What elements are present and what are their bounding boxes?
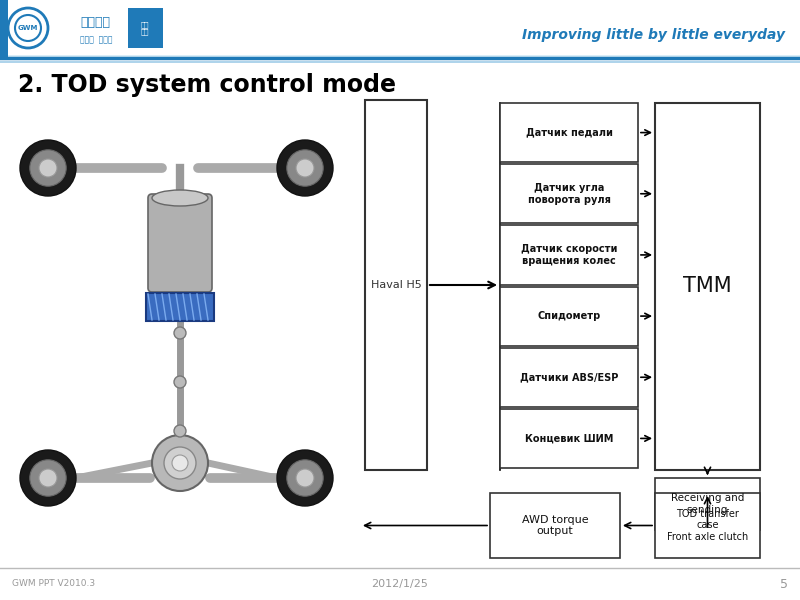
Ellipse shape <box>152 190 208 206</box>
Circle shape <box>8 8 48 48</box>
Circle shape <box>296 469 314 487</box>
Text: 2012/1/25: 2012/1/25 <box>371 579 429 589</box>
Bar <box>0 0 8 58</box>
Text: 长城
品质: 长城 品质 <box>141 21 150 35</box>
Circle shape <box>172 455 188 471</box>
Circle shape <box>287 150 323 186</box>
Bar <box>8 0 800 55</box>
Bar <box>655 103 760 470</box>
Bar <box>500 103 638 162</box>
Circle shape <box>39 469 57 487</box>
Bar <box>128 8 163 48</box>
Text: Improving little by little everyday: Improving little by little everyday <box>522 28 785 42</box>
Text: Haval H5: Haval H5 <box>370 280 422 290</box>
Text: TOD transfer
case
Front axle clutch: TOD transfer case Front axle clutch <box>667 509 748 542</box>
Text: Receiving and
sending: Receiving and sending <box>671 493 744 515</box>
Bar <box>500 286 638 346</box>
Circle shape <box>174 376 186 388</box>
Text: Датчик угла
поворота руля: Датчик угла поворота руля <box>527 183 610 205</box>
Circle shape <box>296 159 314 177</box>
Circle shape <box>39 159 57 177</box>
Bar <box>500 409 638 468</box>
Circle shape <box>287 460 323 496</box>
Text: 中国造  长城车: 中国造 长城车 <box>80 35 113 44</box>
Text: TMM: TMM <box>683 277 732 296</box>
Text: Концевик ШИМ: Концевик ШИМ <box>525 433 613 443</box>
FancyBboxPatch shape <box>148 194 212 292</box>
Circle shape <box>277 140 333 196</box>
Text: GWM: GWM <box>18 25 38 31</box>
Bar <box>500 347 638 407</box>
Text: Датчик педали: Датчик педали <box>526 128 613 137</box>
Bar <box>500 164 638 223</box>
Circle shape <box>20 140 76 196</box>
Circle shape <box>152 435 208 491</box>
Text: Датчик скорости
вращения колес: Датчик скорости вращения колес <box>521 244 618 266</box>
Bar <box>146 293 214 321</box>
Circle shape <box>30 460 66 496</box>
Circle shape <box>164 447 196 479</box>
Bar <box>365 100 427 470</box>
Circle shape <box>174 327 186 339</box>
Text: AWD torque
output: AWD torque output <box>522 515 588 536</box>
Bar <box>655 493 760 558</box>
Text: Датчики ABS/ESP: Датчики ABS/ESP <box>520 372 618 382</box>
Bar <box>0 0 800 58</box>
Bar <box>655 478 760 530</box>
Circle shape <box>30 150 66 186</box>
Circle shape <box>174 425 186 437</box>
Circle shape <box>20 450 76 506</box>
Circle shape <box>277 450 333 506</box>
Text: GWM PPT V2010.3: GWM PPT V2010.3 <box>12 580 95 589</box>
Bar <box>500 226 638 284</box>
Text: Спидометр: Спидометр <box>538 311 601 321</box>
Bar <box>490 493 620 558</box>
Text: 长城汽车: 长城汽车 <box>80 16 110 28</box>
Text: 5: 5 <box>780 577 788 590</box>
Text: 2. TOD system control mode: 2. TOD system control mode <box>18 73 396 97</box>
